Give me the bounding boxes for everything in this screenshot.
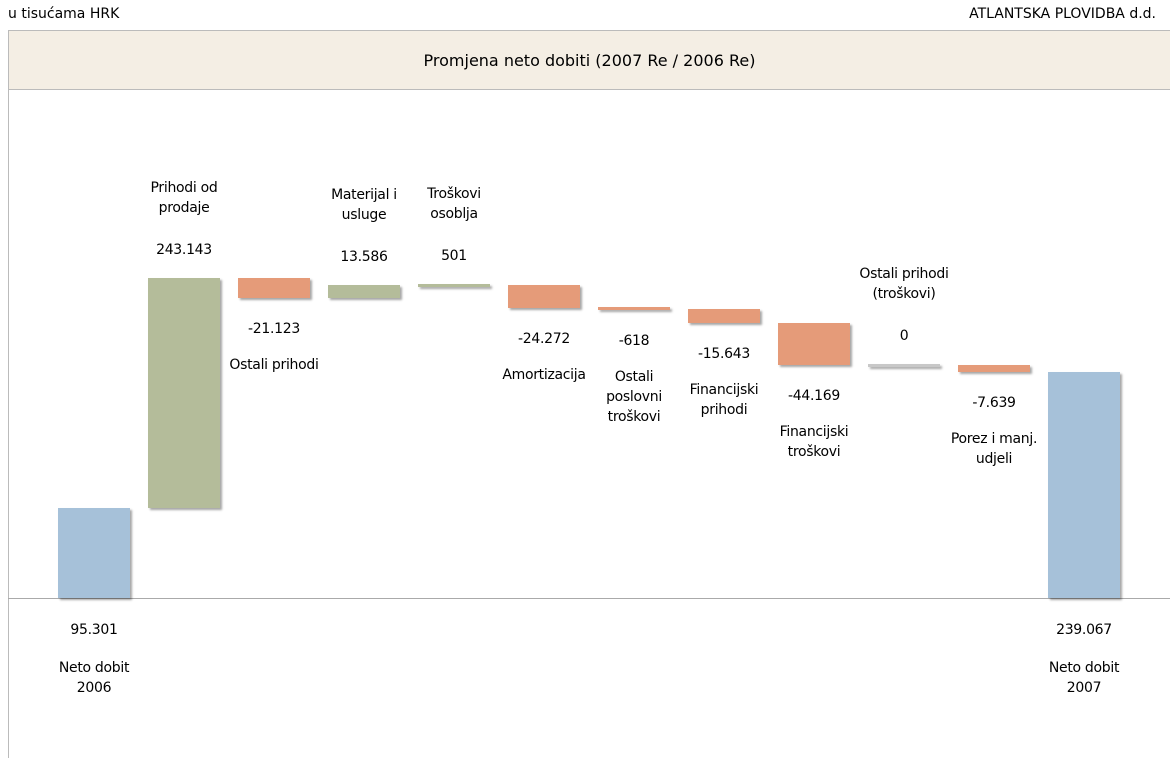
value-label: 0 xyxy=(899,327,909,344)
category-label: Financijski prihodi xyxy=(689,382,759,419)
value-label: -24.272 xyxy=(518,330,570,347)
value-label: 243.143 xyxy=(156,242,212,259)
category-label: Financijski troškovi xyxy=(779,424,849,461)
bar xyxy=(418,283,490,287)
bar xyxy=(598,306,670,310)
value-label: 239.067 xyxy=(1056,622,1112,638)
category-label: Troškovi osoblja xyxy=(427,185,481,222)
bar xyxy=(328,285,400,299)
value-label: -7.639 xyxy=(972,395,1016,412)
company-name: ATLANTSKA PLOVIDBA d.d. xyxy=(969,6,1156,22)
value-label: -15.643 xyxy=(698,346,750,363)
bar xyxy=(868,363,940,367)
category-label: Porez i manj. udjeli xyxy=(950,431,1038,468)
category-label: Ostali prihodi (troškovi) xyxy=(859,265,949,302)
category-label: Prihodi od prodaje xyxy=(150,180,218,217)
value-label: 13.586 xyxy=(340,249,388,266)
value-label: 95.301 xyxy=(70,622,118,638)
bar xyxy=(778,323,850,365)
category-label: Neto dobit 2006 xyxy=(58,660,130,696)
bar xyxy=(1048,372,1120,598)
category-label: Ostali poslovni troškovi xyxy=(606,368,662,425)
bar xyxy=(958,365,1030,373)
category-label: Amortizacija xyxy=(502,366,586,383)
bar xyxy=(508,285,580,308)
category-label: Materijal i usluge xyxy=(331,187,397,224)
value-label: 501 xyxy=(441,247,467,264)
value-label: -618 xyxy=(618,332,650,349)
bar xyxy=(148,278,220,508)
category-label: Ostali prihodi xyxy=(229,357,319,374)
value-label: -44.169 xyxy=(788,388,840,405)
bar xyxy=(58,508,130,598)
chart-title: Promjena neto dobiti (2007 Re / 2006 Re) xyxy=(8,30,1170,90)
value-label: -21.123 xyxy=(248,321,300,338)
baseline xyxy=(8,598,1170,599)
unit-note: u tisućama HRK xyxy=(8,6,120,22)
bar xyxy=(238,278,310,299)
category-label: Neto dobit 2007 xyxy=(1048,660,1120,696)
bar xyxy=(688,308,760,324)
frame-line xyxy=(8,90,9,758)
